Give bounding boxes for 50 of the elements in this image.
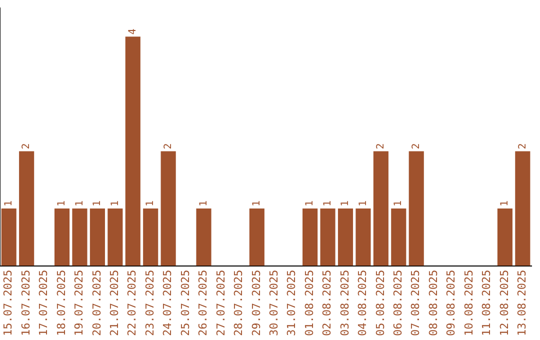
x-tick-label: 25.07.2025 xyxy=(178,270,192,336)
x-tick-label: 24.07.2025 xyxy=(161,270,174,336)
x-tick-label: 27.07.2025 xyxy=(214,270,228,336)
x-tick-label: 11.08.2025 xyxy=(480,270,494,336)
data-label: 1 xyxy=(500,200,511,206)
x-tick-label: 20.07.2025 xyxy=(90,270,104,336)
data-label: 1 xyxy=(198,200,210,206)
data-label: 2 xyxy=(517,143,528,150)
x-tick-label: 19.07.2025 xyxy=(72,270,86,336)
data-label: 1 xyxy=(252,200,262,206)
x-tick-label: 13.08.2025 xyxy=(516,270,529,336)
x-tick-label: 31.07.2025 xyxy=(285,270,298,336)
x-tick-label: 18.07.2025 xyxy=(54,270,68,336)
data-label: 2 xyxy=(410,143,422,150)
data-label: 1 xyxy=(340,200,352,206)
data-label: 1 xyxy=(110,200,121,206)
data-label: 1 xyxy=(74,200,86,206)
data-label: 2 xyxy=(162,143,174,150)
x-tick-label: 23.07.2025 xyxy=(143,270,156,336)
data-label: 1 xyxy=(92,200,104,206)
x-tick-label: 05.08.2025 xyxy=(374,270,387,336)
data-label: 1 xyxy=(322,200,334,206)
x-tick-label: 01.08.2025 xyxy=(302,270,316,336)
x-tick-label: 12.08.2025 xyxy=(498,270,511,336)
x-tick-label: 10.08.2025 xyxy=(462,270,476,336)
x-tick-label: 28.07.2025 xyxy=(232,270,246,336)
data-label: 1 xyxy=(358,200,369,206)
x-tick-label: 09.08.2025 xyxy=(444,270,458,336)
data-label: 4 xyxy=(127,28,138,35)
x-tick-label: 03.08.2025 xyxy=(338,270,352,336)
x-tick-label: 02.08.2025 xyxy=(320,270,334,336)
data-label: 1 xyxy=(56,200,68,206)
data-label: 2 xyxy=(21,143,32,150)
x-tick-label: 29.07.2025 xyxy=(250,270,263,336)
data-label: 1 xyxy=(3,200,14,206)
x-tick-label: 15.07.2025 xyxy=(2,270,15,336)
data-label: 1 xyxy=(393,200,404,206)
x-tick-label: 17.07.2025 xyxy=(37,270,50,336)
data-label: 1 xyxy=(145,200,156,206)
x-tick-label: 21.07.2025 xyxy=(108,270,122,336)
x-tick-label: 26.07.2025 xyxy=(196,270,210,336)
x-tick-label: 16.07.2025 xyxy=(19,270,32,336)
x-tick-label: 30.07.2025 xyxy=(267,270,280,336)
x-tick-label: 08.08.2025 xyxy=(426,270,440,336)
x-tick-label: 04.08.2025 xyxy=(356,270,370,336)
data-label: 2 xyxy=(376,143,387,150)
x-tick-label: 07.08.2025 xyxy=(409,270,422,336)
x-tick-label: 22.07.2025 xyxy=(126,270,139,336)
data-label: 1 xyxy=(304,200,316,206)
x-tick-label: 06.08.2025 xyxy=(392,270,405,336)
